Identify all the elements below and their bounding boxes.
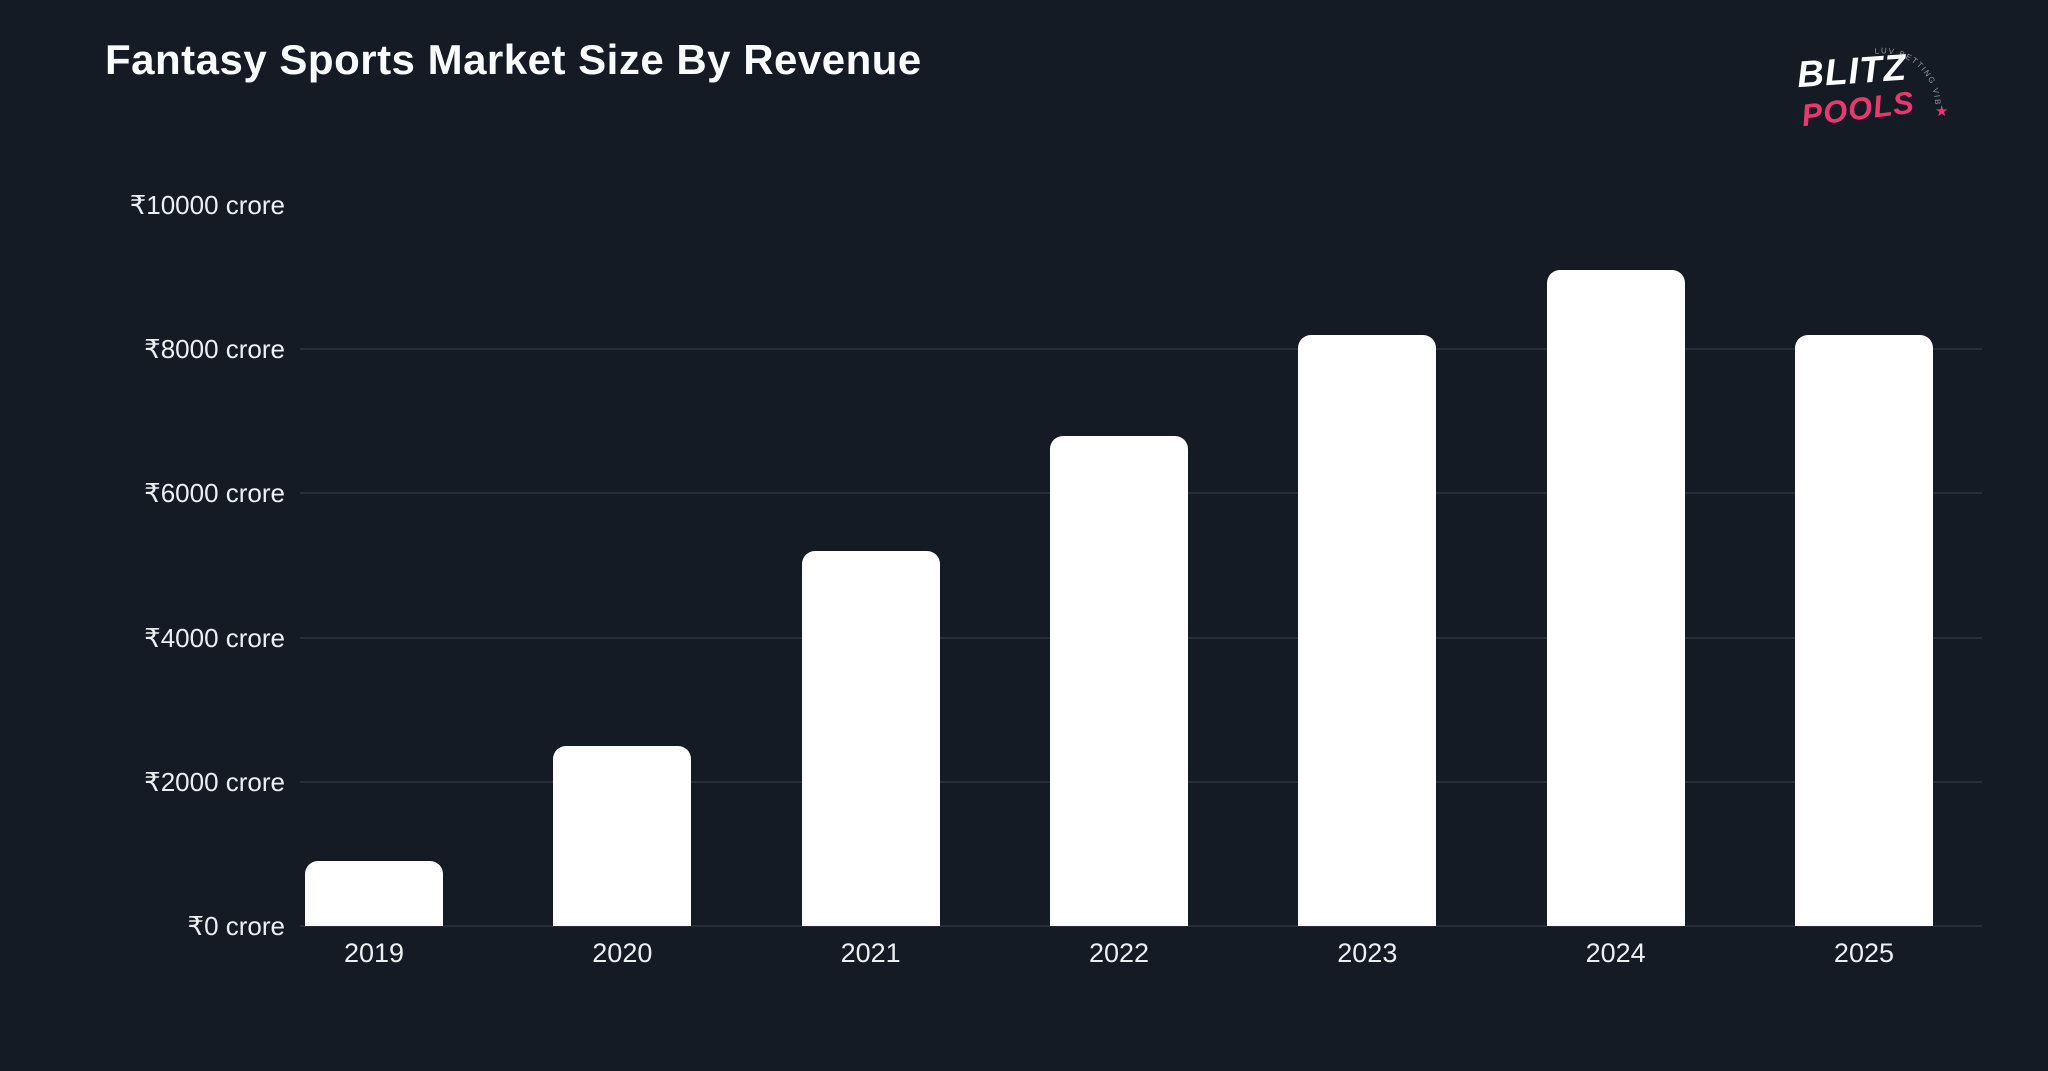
bar-2023	[1298, 334, 1437, 926]
y-axis-label-6000: ₹6000 crore	[144, 478, 285, 509]
bar-2020	[553, 745, 692, 926]
x-axis-label-2024: 2024	[1585, 938, 1646, 968]
chart-title: Fantasy Sports Market Size By Revenue	[105, 36, 922, 83]
y-axis-label-10000: ₹10000 crore	[129, 190, 285, 220]
y-axis-label-0: ₹0 crore	[187, 911, 285, 941]
blitzpools-logo-svg: LUV BETTING VIBES BLITZ POOLS ★	[1780, 5, 1949, 133]
bar-2024	[1546, 269, 1685, 926]
x-axis-label-2022: 2022	[1088, 938, 1150, 968]
gridline-8000	[300, 348, 1982, 351]
y-axis-label-8000: ₹8000 crore	[144, 334, 285, 365]
logo-word-blitz: BLITZ	[1796, 47, 1909, 96]
bar-2022	[1049, 435, 1188, 926]
x-axis-label-2025: 2025	[1833, 938, 1894, 968]
y-axis-label-2000: ₹2000 crore	[144, 766, 285, 797]
bar-2019	[305, 861, 443, 926]
bar-2021	[801, 551, 940, 926]
logo-star-icon: ★	[1935, 103, 1948, 120]
x-axis-label-2023: 2023	[1337, 938, 1398, 968]
blitzpools-logo: LUV BETTING VIBES BLITZ POOLS ★	[1780, 5, 1973, 142]
x-axis-label-2020: 2020	[592, 938, 653, 968]
x-axis-label-2021: 2021	[840, 938, 901, 968]
bar-2025	[1794, 334, 1933, 926]
y-axis-label-4000: ₹4000 crore	[144, 622, 285, 653]
gridline-0	[300, 925, 1982, 927]
x-axis-label-2019: 2019	[343, 938, 405, 968]
